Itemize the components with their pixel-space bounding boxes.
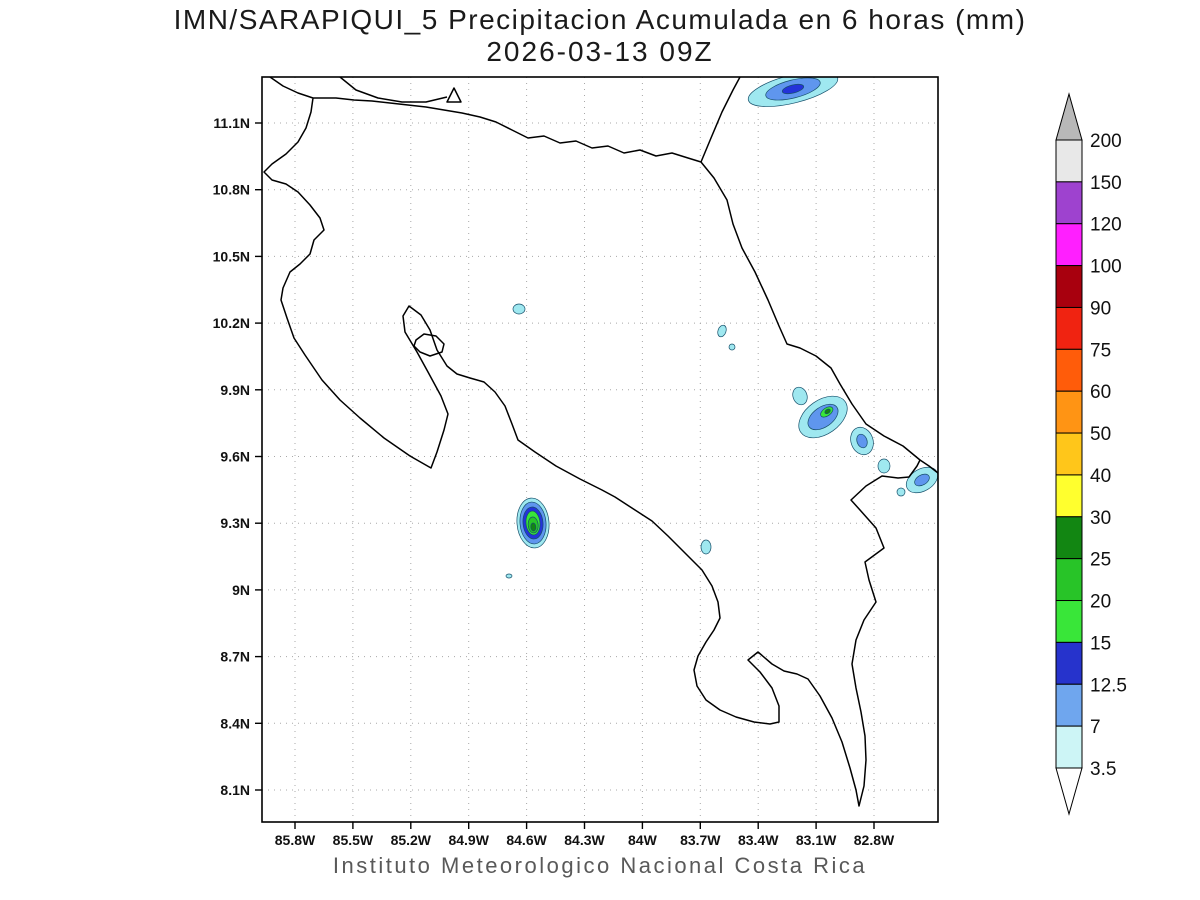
colorbar: 200 150 120 100 90 75 60 50 40 30 25 20 15 12.5 7 3.5 [1055,92,1127,816]
colorbar-label: 7 [1090,717,1101,738]
x-tick-label: 85.8W [275,832,316,848]
precip-cells [505,77,938,579]
y-tick-label: 8.4N [220,715,250,731]
precip-contour [530,522,537,532]
precip-contour [728,343,736,351]
x-tick-label: 84W [628,832,658,848]
colorbar-label: 12.5 [1090,675,1127,696]
precip-contour [792,386,808,406]
precip-contour [896,487,906,497]
precip-cell [905,466,938,494]
colorbar-segment [1055,558,1083,602]
colorbar-segment [1055,139,1083,183]
gridlines [262,77,938,822]
y-tick-label: 9.6N [220,449,250,465]
precip-cell [896,487,906,497]
colorbar-segment [1055,641,1083,685]
x-tick-label: 82.8W [854,832,895,848]
x-tick-label: 85.5W [333,832,374,848]
colorbar-label: 50 [1090,424,1111,445]
chart-title-line1: IMN/SARAPIQUI_5 Precipitacion Acumulada … [173,4,1027,35]
colorbar-segment [1055,265,1083,308]
colorbar-label: 15 [1090,633,1111,654]
chart-title: IMN/SARAPIQUI_5 Precipitacion Acumulada … [0,4,1200,68]
colorbar-segment [1055,390,1083,434]
coastline [263,77,938,807]
precip-contour [512,303,526,315]
precip-contour [877,458,891,474]
colorbar-segment [1055,516,1083,560]
coastline-path [446,87,462,103]
precip-cell [798,395,848,439]
colorbar-label: 200 [1090,131,1122,152]
precip-cell [505,573,513,579]
colorbar-label: 90 [1090,298,1111,319]
precip-cell [747,77,839,107]
precip-cell [512,303,526,315]
colorbar-segment [1055,725,1083,769]
precip-cell [877,458,891,474]
y-tick-label: 8.7N [220,649,250,665]
precip-cell [516,497,550,549]
colorbar-label: 120 [1090,215,1122,236]
colorbar-segment [1055,600,1083,643]
x-tick-label: 85.2W [391,832,432,848]
precip-cell [728,343,736,351]
coastline-path [919,459,938,474]
axis-ticks: 11.1N 10.8N 10.5N 10.2N 9.9N 9.6N 9.3N 9N 8.7N 8.… [213,115,895,848]
colorbar-segment [1055,474,1083,518]
colorbar-label: 40 [1090,466,1111,487]
colorbar-label: 3.5 [1090,759,1116,780]
plot-border [261,76,939,823]
colorbar-label: 25 [1090,550,1111,571]
x-tick-label: 84.3W [564,832,605,848]
colorbar-label: 20 [1090,592,1111,613]
colorbar-segment [1055,432,1083,476]
x-tick-label: 84.6W [506,832,547,848]
precip-contour [856,433,868,449]
colorbar-over-arrow [1055,92,1083,141]
precip-contour [505,573,513,579]
colorbar-under-arrow [1055,767,1083,816]
x-tick-label: 83.1W [796,832,837,848]
precip-contour [824,408,831,415]
colorbar-segment [1055,181,1083,225]
coastline-path [263,77,921,807]
colorbar-label: 150 [1090,173,1122,194]
coastline-path [700,77,741,163]
precip-contour [717,324,727,338]
precip-contour [914,473,930,487]
coastline-path [413,333,445,357]
colorbar-segment [1055,223,1083,267]
x-tick-label: 83.4W [738,832,779,848]
y-tick-label: 10.2N [213,315,250,331]
y-tick-label: 9.9N [220,382,250,398]
y-tick-label: 8.1N [220,782,250,798]
credit-text: Instituto Meteorologico Nacional Costa R… [332,853,868,878]
colorbar-label: 75 [1090,340,1111,361]
y-tick-label: 11.1N [213,115,250,131]
x-tick-label: 84.9W [448,832,489,848]
coastline-path [339,77,448,103]
precip-cell [850,426,874,456]
y-tick-label: 10.8N [213,182,250,198]
y-tick-label: 9.3N [220,515,250,531]
colorbar-segment [1055,348,1083,392]
colorbar-label: 100 [1090,257,1122,278]
x-tick-label: 83.7W [680,832,721,848]
chart-title-line2: 2026-03-13 09Z [486,36,714,67]
colorbar-segment [1055,683,1083,727]
precip-cell [792,386,808,406]
y-tick-label: 10.5N [213,248,250,264]
precip-cell [700,539,712,555]
precip-contour [781,83,805,95]
precip-cell [717,324,727,338]
precip-contour [700,539,712,555]
colorbar-label: 30 [1090,508,1111,529]
colorbar-label: 60 [1090,382,1111,403]
y-tick-label: 9N [232,582,250,598]
colorbar-segment [1055,306,1083,350]
